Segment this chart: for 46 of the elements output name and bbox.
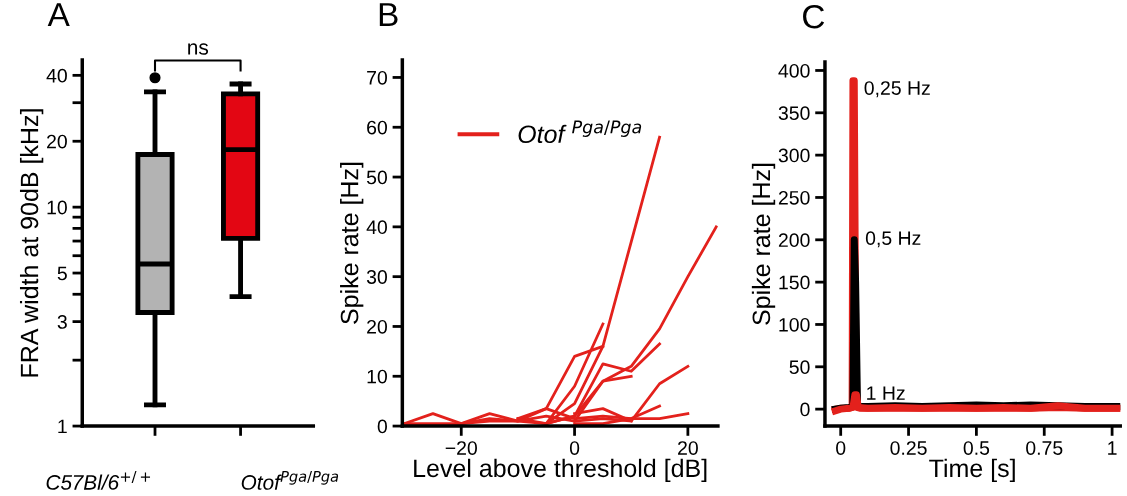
x-tick-label: C57Bl/6$^{+/+}$	[46, 471, 151, 490]
y-tick-label: 150	[779, 275, 810, 290]
x-tick-label: 20	[678, 441, 698, 455]
y-tick-label: 250	[778, 190, 810, 205]
y-tick-label: 0	[377, 419, 387, 434]
y-tick-label: 200	[778, 233, 810, 248]
y-tick-label: 3	[57, 315, 67, 329]
x-tick-label: 0	[569, 441, 580, 455]
y-tick-label: 300	[778, 148, 810, 163]
y-axis-title: FRA width at 90dB [kHz]	[19, 109, 44, 377]
text: ns	[188, 43, 209, 55]
x-axis-title: Level above threshold [dB]	[414, 458, 707, 483]
y-tick-label: 70	[367, 70, 387, 85]
y-tick-label: 20	[367, 319, 387, 334]
x-tick-label: 0.5	[963, 441, 990, 455]
x-axis-title: Time [s]	[929, 458, 1015, 483]
y-tick-label: 50	[789, 360, 810, 375]
x-tick-label: 0.75	[1026, 441, 1063, 455]
x-tick-label: 1	[1108, 441, 1117, 455]
chart-title: B	[379, 3, 398, 27]
y-tick-label: 60	[367, 120, 387, 135]
x-tick-label: Otof$^{Pga/Pga}$	[241, 471, 339, 490]
y-tick-label: 350	[778, 106, 810, 121]
y-tick-label: 100	[779, 317, 810, 332]
series-label: 0,5 Hz	[865, 231, 921, 248]
y-tick-label: 10	[47, 200, 67, 215]
y-tick-label: 50	[366, 170, 387, 185]
legend-label: Otof $^{Pga/Pga}$	[518, 120, 642, 144]
y-tick-label: 10	[367, 369, 387, 384]
y-tick-label: 400	[778, 63, 810, 78]
y-tick-label: 40	[366, 220, 387, 235]
y-tick-label: 1	[58, 419, 67, 434]
chart-title: C	[803, 4, 825, 29]
y-tick-label: 40	[46, 68, 67, 83]
series-label: 0,25 Hz	[864, 81, 930, 98]
y-axis-title: Spike rate [Hz]	[751, 163, 776, 325]
y-tick-label: 0	[800, 402, 810, 417]
x-tick-label: 0.25	[890, 441, 927, 455]
y-axis-title: Spike rate [Hz]	[340, 162, 364, 324]
series-label: 1 Hz	[867, 386, 905, 400]
y-tick-label: 5	[57, 266, 67, 281]
y-tick-label: 30	[366, 270, 387, 284]
chart-title: A	[47, 3, 70, 27]
y-tick-label: 20	[47, 134, 67, 149]
x-tick-label: −20	[445, 441, 477, 455]
x-tick-label: 0	[836, 441, 846, 455]
